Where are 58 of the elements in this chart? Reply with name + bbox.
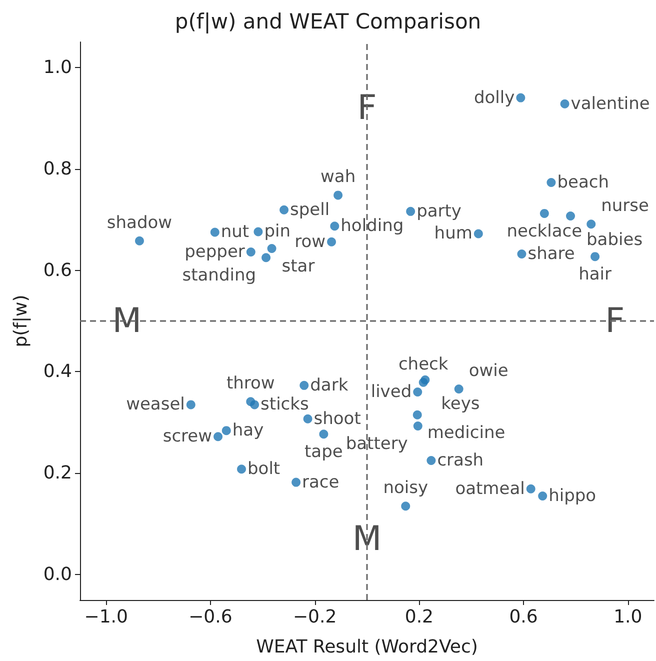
data-label: pin (264, 222, 290, 242)
data-label: hum (434, 224, 472, 244)
data-label: beach (557, 172, 609, 193)
y-tick-label: 0.8 (43, 158, 72, 180)
data-label: keys (441, 394, 480, 414)
data-label: medicine (427, 422, 506, 443)
annotation: F (357, 88, 377, 128)
chart-title: p(f|w) and WEAT Comparison (174, 10, 482, 34)
data-label: valentine (570, 94, 650, 114)
data-label: race (302, 472, 340, 492)
x-tick-label: −1.0 (84, 606, 128, 628)
data-label: hippo (548, 486, 596, 506)
annotation: M (112, 301, 142, 341)
x-tick-label: −0.6 (188, 606, 232, 628)
y-axis-title: p(f|w) (10, 294, 32, 348)
x-tick-label: −0.2 (292, 606, 337, 628)
data-label: spell (290, 200, 330, 220)
data-label: pepper (184, 242, 245, 262)
data-label: shadow (106, 212, 172, 233)
y-tick-label: 1.0 (43, 56, 72, 78)
data-label: dolly (474, 88, 515, 108)
data-label: noisy (383, 478, 428, 498)
data-label: sticks (260, 394, 309, 415)
data-label: owie (468, 360, 508, 381)
data-label: share (528, 244, 575, 264)
y-tick-label: 0.2 (43, 462, 72, 484)
data-label: row (294, 232, 326, 252)
data-label: party (416, 201, 462, 222)
data-label: nut (220, 222, 250, 242)
data-label: oatmeal (455, 478, 525, 499)
data-label: weasel (126, 394, 185, 415)
y-tick-label: 0.0 (43, 564, 72, 586)
data-label: battery (346, 434, 408, 454)
data-label: check (398, 354, 448, 374)
data-label: shoot (314, 408, 362, 429)
y-tick-label: 0.6 (43, 260, 72, 281)
y-tick-label: 0.4 (43, 361, 72, 382)
data-label: star (282, 256, 315, 276)
x-tick-label: 1.0 (614, 606, 642, 628)
data-label: nurse (601, 196, 649, 216)
data-label: crash (437, 450, 484, 470)
data-label: hay (232, 420, 264, 441)
data-label: wah (320, 167, 356, 188)
data-label: standing (182, 266, 256, 286)
data-label: tape (304, 442, 343, 462)
data-label: throw (226, 374, 275, 394)
data-label: dark (310, 375, 348, 396)
data-label: screw (162, 426, 212, 447)
data-label: hair (578, 264, 612, 285)
data-label: bolt (247, 459, 280, 480)
annotation: M (352, 519, 382, 560)
x-tick-label: 0.6 (509, 606, 538, 628)
data-label: lived (370, 382, 412, 402)
x-tick-label: 0.2 (404, 606, 434, 628)
data-label: holding (340, 216, 404, 236)
data-label: necklace (506, 221, 582, 242)
x-axis-title: WEAT Result (Word2Vec) (256, 636, 478, 658)
data-label: babies (586, 230, 643, 250)
